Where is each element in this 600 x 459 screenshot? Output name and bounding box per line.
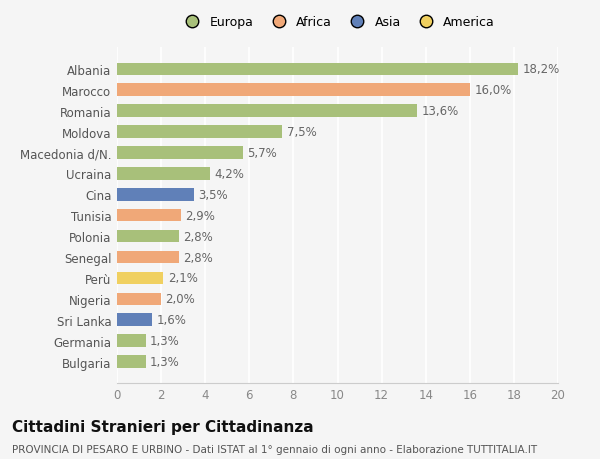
- Text: 1,6%: 1,6%: [157, 313, 187, 326]
- Text: 13,6%: 13,6%: [421, 105, 458, 118]
- Text: 2,8%: 2,8%: [183, 251, 213, 264]
- Bar: [117, 356, 146, 368]
- Bar: [117, 314, 152, 326]
- Bar: [117, 293, 161, 305]
- Bar: [117, 63, 518, 76]
- Bar: [117, 168, 209, 180]
- Bar: [117, 84, 470, 97]
- Bar: [117, 251, 179, 264]
- Text: 2,1%: 2,1%: [168, 272, 197, 285]
- Legend: Europa, Africa, Asia, America: Europa, Africa, Asia, America: [175, 11, 500, 34]
- Text: 3,5%: 3,5%: [199, 188, 228, 202]
- Text: Cittadini Stranieri per Cittadinanza: Cittadini Stranieri per Cittadinanza: [12, 419, 314, 434]
- Bar: [117, 126, 283, 139]
- Bar: [117, 105, 417, 118]
- Text: 5,7%: 5,7%: [247, 147, 277, 160]
- Text: 2,8%: 2,8%: [183, 230, 213, 243]
- Bar: [117, 230, 179, 243]
- Text: 7,5%: 7,5%: [287, 126, 317, 139]
- Text: 2,9%: 2,9%: [185, 209, 215, 222]
- Text: 1,3%: 1,3%: [150, 355, 180, 368]
- Text: PROVINCIA DI PESARO E URBINO - Dati ISTAT al 1° gennaio di ogni anno - Elaborazi: PROVINCIA DI PESARO E URBINO - Dati ISTA…: [12, 444, 537, 454]
- Text: 16,0%: 16,0%: [474, 84, 511, 97]
- Bar: [117, 335, 146, 347]
- Bar: [117, 272, 163, 285]
- Text: 4,2%: 4,2%: [214, 168, 244, 180]
- Text: 18,2%: 18,2%: [523, 63, 560, 76]
- Bar: [117, 189, 194, 201]
- Text: 2,0%: 2,0%: [166, 293, 195, 306]
- Text: 1,3%: 1,3%: [150, 335, 180, 347]
- Bar: [117, 209, 181, 222]
- Bar: [117, 147, 242, 159]
